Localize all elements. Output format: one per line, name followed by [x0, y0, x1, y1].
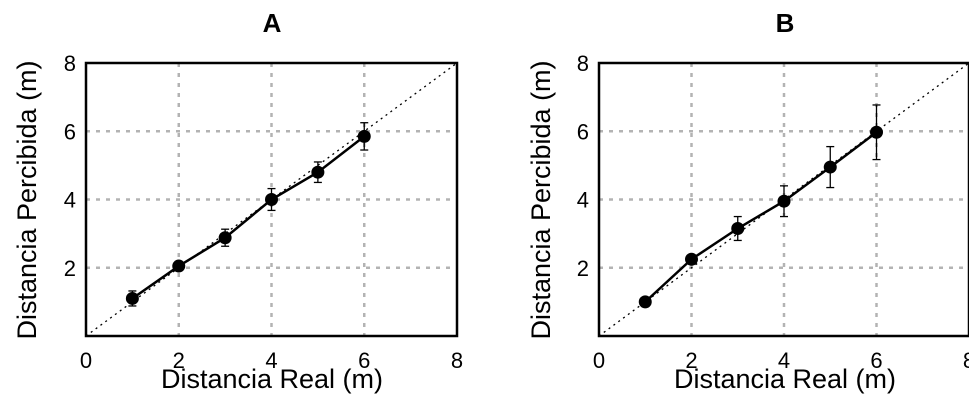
- chart-panel-b: B 0 2 4 6 8 2 4 6 8 Distancia Real (m) Distancia Pe…: [526, 8, 969, 394]
- data-point: [685, 252, 698, 266]
- plot-frame: [84, 61, 459, 338]
- x-tick-label: 4: [265, 348, 277, 373]
- data-point: [731, 222, 745, 236]
- data-point: [777, 194, 791, 208]
- data-point: [823, 160, 837, 174]
- plot-frame: [597, 61, 969, 338]
- y-tick-label: 8: [64, 51, 76, 76]
- series-line: [131, 135, 366, 300]
- y-tick-label: 8: [577, 51, 589, 76]
- x-tick-label: 2: [173, 348, 185, 373]
- panel-title: B: [776, 8, 795, 38]
- x-axis-label: Distancia Real (m): [161, 364, 383, 394]
- x-axis-label: Distancia Real (m): [674, 364, 896, 394]
- x-tick-label: 2: [685, 348, 697, 373]
- y-axis-label: Distancia Percibida (m): [12, 60, 42, 339]
- y-tick-label: 4: [577, 188, 589, 213]
- data-point: [172, 259, 186, 273]
- y-tick-label: 4: [64, 188, 76, 213]
- data-point: [218, 231, 232, 245]
- y-axis-label: Distancia Percibida (m): [526, 60, 556, 339]
- x-tick-label: 0: [80, 348, 92, 373]
- data-point: [638, 295, 652, 309]
- chart-panel-a: A 0 2 4 6 8 2 4 6 8 Distancia Real (m) Distancia Pe…: [12, 8, 463, 394]
- data-point: [870, 125, 883, 139]
- y-tick-label: 2: [64, 256, 76, 281]
- series-line: [644, 131, 878, 303]
- x-tick-label: 8: [963, 348, 969, 373]
- data-point: [357, 129, 371, 143]
- x-tick-label: 6: [358, 348, 370, 373]
- x-tick-label: 0: [593, 348, 605, 373]
- x-tick-label: 4: [778, 348, 790, 373]
- data-point: [311, 165, 325, 179]
- y-tick-label: 2: [577, 256, 589, 281]
- y-tick-label: 6: [64, 119, 76, 144]
- y-tick-label: 6: [577, 119, 589, 144]
- data-point: [125, 291, 139, 305]
- x-tick-label: 6: [870, 348, 882, 373]
- x-tick-label: 8: [451, 348, 463, 373]
- panel-title: A: [263, 8, 282, 38]
- data-point: [265, 193, 278, 206]
